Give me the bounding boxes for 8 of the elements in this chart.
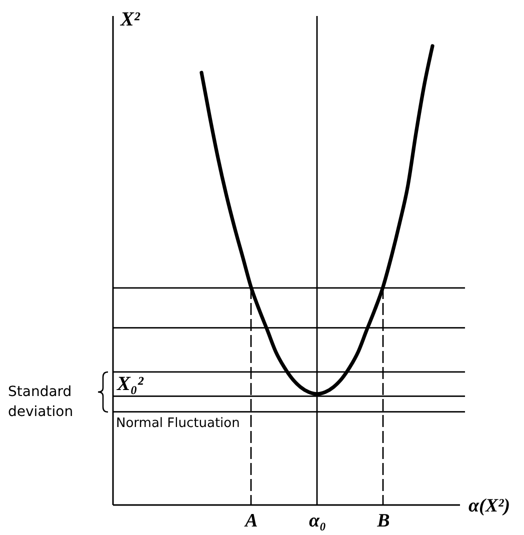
ref-line-label: X₀² xyxy=(116,373,144,396)
x-axis-title: α(X²) xyxy=(468,496,510,516)
annotation: Normal Fluctuation xyxy=(116,416,240,431)
x-tick-label: A xyxy=(244,510,258,532)
text: Standard deviation xyxy=(8,384,74,420)
y-axis-title: X² xyxy=(120,8,141,30)
x-tick-label: α₀ xyxy=(308,510,326,532)
x-tick-label: B xyxy=(376,510,390,532)
